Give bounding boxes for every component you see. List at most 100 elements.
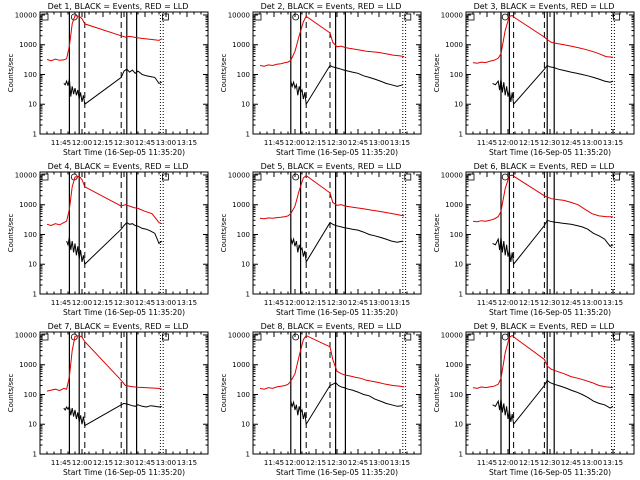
y-tick-label: 1000 bbox=[445, 201, 463, 209]
x-tick-label: 12:00 bbox=[498, 299, 518, 307]
y-axis-label: Counts/sec bbox=[220, 214, 228, 253]
y-tick-label: 1 bbox=[33, 291, 37, 299]
plot-frame bbox=[252, 331, 422, 455]
y-axis-label: Counts/sec bbox=[433, 374, 441, 413]
y-tick-label: 10000 bbox=[15, 11, 37, 19]
plot-frame bbox=[39, 331, 209, 455]
panel-det-9: Det 9, BLACK = Events, RED = LLD Start Ti… bbox=[433, 322, 635, 477]
x-axis-label: Start Time (16-Sep-05 11:35:20) bbox=[63, 148, 185, 157]
corner-marker-left bbox=[467, 333, 475, 341]
y-tick-label: 100 bbox=[237, 391, 250, 399]
chart-title: Det 7, BLACK = Events, RED = LLD bbox=[48, 322, 189, 331]
corner-marker-left bbox=[467, 173, 475, 181]
x-tick-label: 11:45 bbox=[264, 299, 284, 307]
y-tick-label: 1000 bbox=[19, 201, 37, 209]
y-axis-label: Counts/sec bbox=[7, 54, 15, 93]
series-line-events bbox=[63, 68, 162, 106]
series-line-events bbox=[492, 219, 614, 266]
corner-marker-left bbox=[41, 333, 49, 341]
panel-det-5: Det 5, BLACK = Events, RED = LLD Start Ti… bbox=[220, 162, 422, 317]
corner-marker-right bbox=[404, 173, 412, 181]
series-line-events bbox=[63, 402, 162, 427]
y-tick-label: 1000 bbox=[19, 361, 37, 369]
x-tick-label: 13:00 bbox=[369, 459, 389, 467]
series-line-events bbox=[290, 221, 403, 264]
corner-marker-left bbox=[467, 13, 475, 21]
x-tick-label: 12:45 bbox=[348, 459, 368, 467]
y-tick-label: 1 bbox=[246, 451, 250, 459]
y-tick-label: 10 bbox=[28, 101, 37, 109]
y-tick-label: 10000 bbox=[15, 171, 37, 179]
y-tick-label: 10 bbox=[28, 261, 37, 269]
corner-marker-circle bbox=[292, 333, 300, 341]
panel-det-1: Det 1, BLACK = Events, RED = LLD Start Ti… bbox=[7, 2, 209, 157]
y-axis-label: Counts/sec bbox=[433, 54, 441, 93]
panel-det-4: Det 4, BLACK = Events, RED = LLD Start Ti… bbox=[7, 162, 209, 317]
x-tick-label: 12:00 bbox=[285, 139, 305, 147]
y-tick-label: 10000 bbox=[228, 11, 250, 19]
x-tick-label: 12:15 bbox=[93, 459, 113, 467]
x-tick-label: 13:00 bbox=[582, 299, 602, 307]
corner-marker-right bbox=[613, 13, 620, 21]
y-tick-label: 100 bbox=[450, 71, 463, 79]
x-tick-label: 11:45 bbox=[477, 299, 497, 307]
x-tick-label: 12:45 bbox=[561, 139, 581, 147]
x-tick-label: 12:45 bbox=[348, 299, 368, 307]
x-tick-label: 12:00 bbox=[285, 299, 305, 307]
y-axis-label: Counts/sec bbox=[220, 54, 228, 93]
y-tick-label: 10 bbox=[241, 421, 250, 429]
x-tick-label: 12:30 bbox=[540, 299, 560, 307]
panel-det-6: Det 6, BLACK = Events, RED = LLD Start Ti… bbox=[433, 162, 635, 317]
chart-title: Det 1, BLACK = Events, RED = LLD bbox=[48, 2, 189, 11]
y-tick-label: 1 bbox=[246, 131, 250, 139]
x-tick-label: 13:00 bbox=[582, 459, 602, 467]
y-tick-label: 10 bbox=[454, 261, 463, 269]
x-tick-label: 13:00 bbox=[582, 139, 602, 147]
series-line-events bbox=[492, 379, 614, 426]
x-tick-label: 12:30 bbox=[540, 139, 560, 147]
y-axis-label: Counts/sec bbox=[7, 214, 15, 253]
y-axis-label: Counts/sec bbox=[220, 374, 228, 413]
x-tick-label: 12:15 bbox=[93, 139, 113, 147]
y-tick-label: 10000 bbox=[441, 171, 463, 179]
series-line-lld bbox=[472, 174, 614, 223]
x-tick-label: 12:15 bbox=[306, 459, 326, 467]
series-line-events bbox=[290, 381, 403, 426]
panel-det-7: Det 7, BLACK = Events, RED = LLD Start Ti… bbox=[7, 322, 209, 477]
x-axis-label: Start Time (16-Sep-05 11:35:20) bbox=[63, 308, 185, 317]
x-tick-label: 12:30 bbox=[327, 139, 347, 147]
y-tick-label: 10000 bbox=[441, 331, 463, 339]
x-tick-label: 12:45 bbox=[135, 299, 155, 307]
series-line-lld bbox=[259, 174, 405, 220]
panel-det-2: Det 2, BLACK = Events, RED = LLD Start Ti… bbox=[220, 2, 422, 157]
x-tick-label: 13:15 bbox=[390, 459, 410, 467]
plot-frame bbox=[465, 331, 635, 455]
y-tick-label: 10 bbox=[241, 261, 250, 269]
x-tick-label: 12:45 bbox=[561, 459, 581, 467]
corner-marker-circle bbox=[501, 173, 509, 181]
x-tick-label: 11:45 bbox=[477, 459, 497, 467]
series-line-events bbox=[290, 64, 403, 106]
x-axis-label: Start Time (16-Sep-05 11:35:20) bbox=[489, 308, 611, 317]
corner-marker-right bbox=[613, 173, 620, 181]
series-line-lld bbox=[46, 15, 163, 62]
x-tick-label: 12:30 bbox=[114, 299, 134, 307]
x-tick-label: 13:15 bbox=[603, 299, 623, 307]
y-tick-label: 1 bbox=[33, 451, 37, 459]
y-axis-label: Counts/sec bbox=[433, 214, 441, 253]
y-tick-label: 1 bbox=[459, 451, 463, 459]
corner-marker-left bbox=[254, 333, 262, 341]
y-tick-label: 1000 bbox=[19, 41, 37, 49]
corner-marker-right bbox=[404, 333, 412, 341]
x-tick-label: 11:45 bbox=[477, 139, 497, 147]
series-line-lld bbox=[259, 334, 405, 390]
x-tick-label: 13:00 bbox=[156, 299, 176, 307]
x-axis-label: Start Time (16-Sep-05 11:35:20) bbox=[276, 148, 398, 157]
y-tick-label: 1000 bbox=[232, 201, 250, 209]
chart-title: Det 5, BLACK = Events, RED = LLD bbox=[261, 162, 402, 171]
x-tick-label: 12:00 bbox=[72, 459, 92, 467]
y-tick-label: 10 bbox=[454, 101, 463, 109]
corner-marker-right bbox=[613, 333, 620, 341]
plot-frame bbox=[465, 171, 635, 295]
